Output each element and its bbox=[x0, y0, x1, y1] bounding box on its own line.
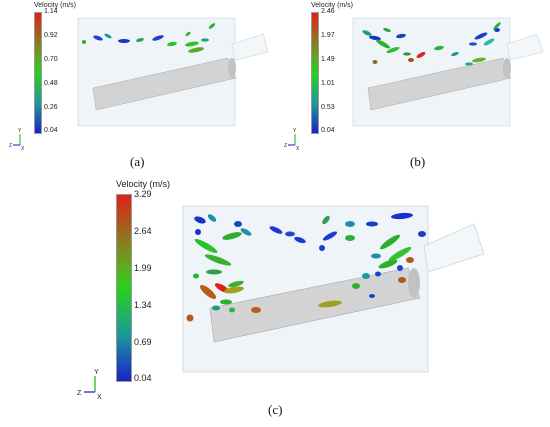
colorbar-title-a: Velocity (m/s) bbox=[34, 2, 77, 9]
axis-z-a: Z bbox=[9, 143, 12, 149]
tick-b-5: 0.04 bbox=[321, 127, 335, 134]
panel-a: Velocity (m/s) 1.14 0.92 0.70 0.48 0.26 … bbox=[0, 0, 275, 180]
axis-x-a: X bbox=[21, 146, 25, 152]
tick-c-4: 0.69 bbox=[134, 337, 152, 347]
colorbar-title-b: Velocity (m/s) bbox=[311, 2, 354, 9]
axis-y-b: Y bbox=[293, 128, 297, 134]
tick-c-1: 2.64 bbox=[134, 226, 152, 236]
colorbar-title-c: Velocity (m/s) bbox=[116, 179, 171, 189]
flow-domain-c: Y Z X bbox=[77, 205, 485, 401]
axis-y-c: Y bbox=[94, 369, 99, 376]
tick-b-3: 1.01 bbox=[321, 80, 335, 87]
tick-c-2: 1.99 bbox=[134, 263, 152, 273]
tick-c-3: 1.34 bbox=[134, 300, 152, 310]
colorbar-b bbox=[311, 12, 319, 134]
tick-c-5: 0.04 bbox=[134, 373, 152, 383]
tick-c-0: 3.29 bbox=[134, 189, 152, 199]
panel-c: Velocity (m/s) 3.29 2.64 1.99 1.34 0.69 … bbox=[0, 176, 550, 427]
tick-b-2: 1.49 bbox=[321, 56, 335, 63]
flow-domain-b: Y Z X bbox=[284, 17, 544, 152]
colorbar-c bbox=[116, 194, 132, 382]
tick-a-2: 0.70 bbox=[44, 56, 58, 63]
tick-b-1: 1.97 bbox=[321, 32, 335, 39]
flow-domain-a: Y Z X bbox=[9, 17, 269, 152]
tick-b-0: 2.46 bbox=[321, 8, 335, 15]
axis-z-c: Z bbox=[77, 390, 82, 397]
tick-a-5: 0.04 bbox=[44, 127, 58, 134]
tick-a-0: 1.14 bbox=[44, 8, 58, 15]
caption-a: (a) bbox=[130, 154, 145, 169]
colorbar-a bbox=[34, 12, 42, 134]
tick-a-3: 0.48 bbox=[44, 80, 58, 87]
caption-c: (c) bbox=[268, 402, 283, 417]
tick-b-4: 0.53 bbox=[321, 104, 335, 111]
panel-b: Velocity (m/s) 2.46 1.97 1.49 1.01 0.53 … bbox=[275, 0, 550, 180]
axis-z-b: Z bbox=[284, 143, 287, 149]
axis-x-b: X bbox=[296, 146, 300, 152]
axis-x-c: X bbox=[97, 394, 102, 401]
tick-a-4: 0.26 bbox=[44, 104, 58, 111]
caption-b: (b) bbox=[410, 154, 426, 169]
axis-y-a: Y bbox=[18, 128, 22, 134]
tick-a-1: 0.92 bbox=[44, 32, 58, 39]
